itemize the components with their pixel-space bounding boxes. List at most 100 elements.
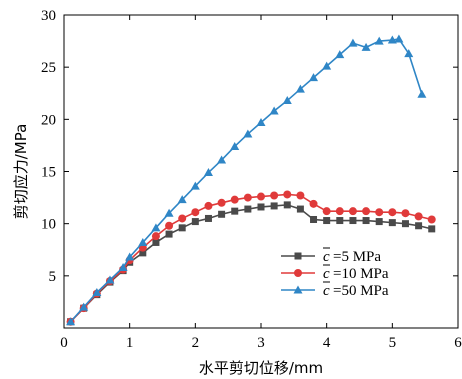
- data-point: [309, 199, 318, 208]
- data-point: [362, 217, 370, 225]
- data-point: [151, 223, 161, 232]
- data-point: [387, 35, 397, 44]
- data-point: [152, 238, 160, 246]
- data-point: [79, 302, 89, 311]
- data-point: [217, 155, 227, 164]
- data-point: [415, 222, 423, 230]
- data-point: [178, 214, 187, 223]
- y-tick-label: 30: [41, 8, 56, 24]
- data-point: [165, 221, 174, 230]
- series-layer: [66, 34, 436, 326]
- legend-item-3: c =50 MPa: [281, 281, 389, 299]
- data-point: [125, 252, 135, 261]
- data-point: [388, 219, 396, 227]
- data-point: [428, 225, 436, 233]
- data-point: [349, 217, 357, 225]
- data-point: [375, 208, 384, 217]
- data-point: [190, 181, 200, 190]
- series-3: [66, 34, 427, 326]
- axes: [63, 14, 459, 329]
- data-point: [243, 129, 253, 138]
- x-tick-label: 0: [60, 335, 68, 351]
- legend-item-1: c =5 MPa: [281, 247, 381, 265]
- data-point: [204, 214, 212, 222]
- legend-label: =5 MPa: [333, 249, 381, 265]
- data-point: [401, 220, 409, 228]
- data-point: [309, 73, 319, 82]
- data-point: [257, 192, 265, 201]
- data-point: [322, 61, 332, 70]
- data-point: [283, 190, 292, 199]
- data-point: [178, 224, 186, 232]
- y-axis-title: 剪切应力/MPa: [12, 124, 30, 220]
- data-point: [335, 207, 344, 216]
- data-point: [404, 49, 414, 58]
- data-point: [92, 288, 102, 297]
- legend-label: =10 MPa: [333, 266, 389, 282]
- legend-swatch-marker: [294, 252, 302, 260]
- legend-symbol: c: [323, 283, 330, 299]
- data-point: [374, 36, 384, 45]
- data-point: [177, 195, 187, 204]
- x-tick-label: 1: [126, 335, 134, 351]
- data-point: [244, 205, 252, 213]
- data-point: [323, 217, 331, 225]
- data-point: [217, 198, 226, 207]
- x-axis-title: 水平剪切位移/mm: [199, 359, 323, 377]
- data-point: [66, 317, 76, 326]
- data-point: [310, 215, 318, 223]
- data-point: [417, 89, 427, 98]
- data-point: [118, 262, 128, 271]
- legend-label: =50 MPa: [333, 283, 389, 299]
- data-point: [257, 203, 265, 211]
- data-point: [138, 237, 148, 246]
- data-point: [203, 168, 213, 177]
- y-tick-label: 15: [41, 165, 56, 181]
- x-tick-label: 6: [454, 335, 462, 351]
- y-tick-label: 25: [41, 60, 56, 76]
- data-point: [414, 212, 423, 221]
- x-tick-label: 4: [323, 335, 331, 351]
- data-point: [427, 215, 436, 224]
- data-point: [269, 106, 279, 115]
- legend-swatch-marker: [294, 269, 302, 277]
- data-point: [296, 205, 304, 213]
- data-point: [231, 207, 239, 215]
- data-point: [388, 208, 397, 217]
- data-point: [270, 202, 278, 210]
- legend-swatch-marker: [293, 285, 303, 294]
- data-point: [282, 96, 292, 105]
- data-point: [256, 117, 266, 126]
- x-tick-label: 2: [192, 335, 200, 351]
- data-point: [204, 201, 213, 210]
- data-point: [401, 209, 410, 218]
- data-point: [283, 201, 291, 209]
- legend-item-2: c =10 MPa: [281, 264, 389, 282]
- data-point: [295, 84, 305, 93]
- data-point: [164, 208, 174, 217]
- ticks: 0 1 2 3 4 5 6 5 10 15 20 25 30: [41, 8, 462, 351]
- data-point: [336, 217, 344, 225]
- data-point: [296, 191, 305, 200]
- data-point: [230, 195, 239, 204]
- data-point: [151, 232, 160, 241]
- legend-symbol: c: [323, 249, 330, 265]
- x-tick-label: 5: [389, 335, 397, 351]
- data-point: [165, 230, 173, 238]
- data-point: [218, 210, 226, 218]
- data-point: [230, 141, 240, 150]
- data-point: [394, 34, 404, 43]
- y-tick-label: 20: [41, 112, 56, 128]
- data-point: [361, 42, 371, 51]
- y-tick-label: 5: [49, 269, 57, 285]
- plot-frame: [63, 14, 459, 329]
- data-point: [243, 193, 252, 202]
- data-point: [375, 218, 383, 226]
- data-point: [335, 50, 345, 59]
- data-point: [270, 191, 279, 200]
- legend-symbol: c: [323, 266, 330, 282]
- data-point: [348, 38, 358, 47]
- y-tick-label: 10: [41, 217, 56, 233]
